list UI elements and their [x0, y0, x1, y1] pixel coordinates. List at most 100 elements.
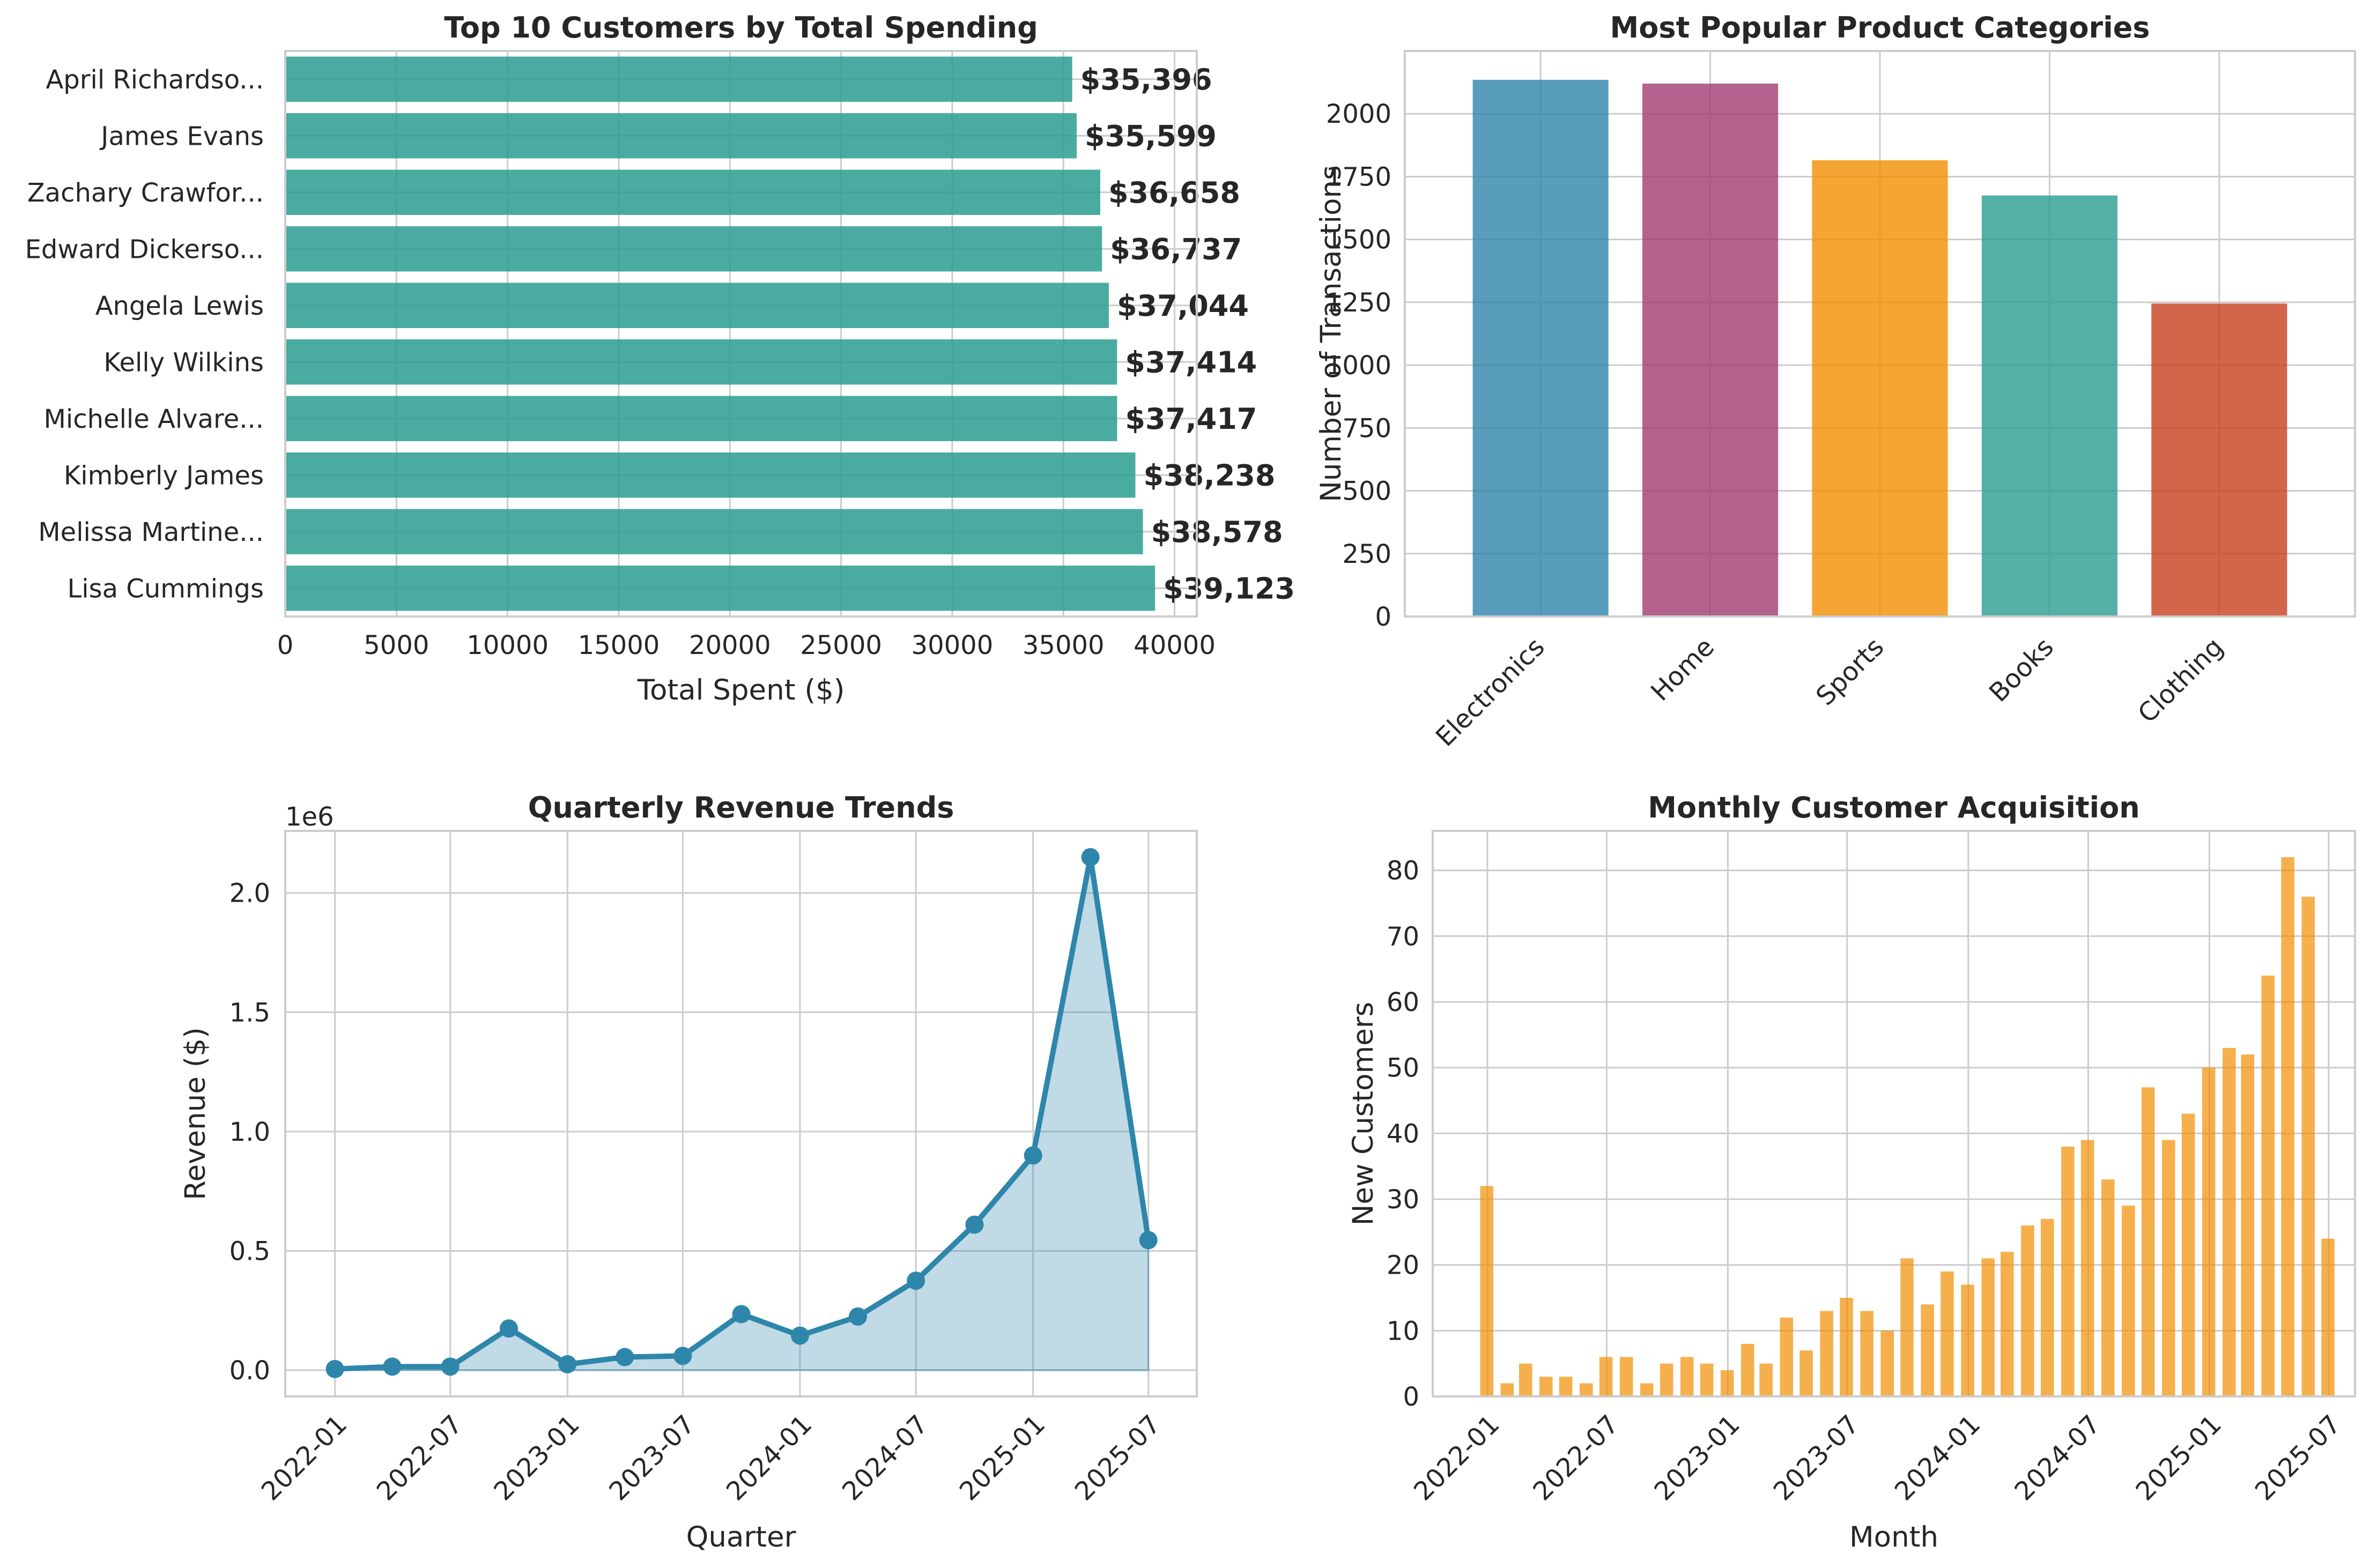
bar [1981, 1258, 1995, 1396]
revenue-point [1024, 1146, 1042, 1165]
bar [2202, 1067, 2216, 1396]
chart-title: Monthly Customer Acquisition [1648, 791, 2139, 824]
category-label: Home [1645, 632, 1720, 707]
bar [1720, 1370, 1734, 1396]
revenue-point [616, 1348, 634, 1366]
x-tick-label: 2025-07 [2249, 1409, 2346, 1506]
y-axis-label: Revenue ($) [179, 1027, 212, 1200]
category-label: Kimberly James [64, 460, 264, 491]
x-tick-label: 2025-01 [2130, 1409, 2227, 1506]
top-customers-chart: 0 5000 10000 15000 20000 25000 30000 35000 40000… [25, 11, 1295, 707]
bar [1961, 1284, 1974, 1396]
value-label: $38,578 [1151, 515, 1283, 549]
x-tick-label: 2022-07 [1527, 1409, 1624, 1506]
bar [1539, 1377, 1553, 1396]
bar [285, 283, 1109, 328]
value-label: $36,737 [1110, 232, 1242, 266]
category-label: Clothing [2132, 632, 2230, 729]
value-label: $36,658 [1108, 176, 1240, 210]
revenue-point [383, 1357, 402, 1376]
x-tick-label: 35000 [1023, 630, 1105, 660]
bar [285, 339, 1117, 385]
revenue-point [790, 1326, 809, 1345]
bar [2141, 1087, 2155, 1396]
bar [2162, 1140, 2175, 1396]
bar [1759, 1363, 1773, 1396]
plot-frame [1404, 50, 2356, 618]
bar [2281, 857, 2294, 1396]
revenue-point [907, 1272, 925, 1290]
value-label: $35,396 [1080, 63, 1212, 96]
category-label: James Evans [99, 121, 264, 151]
category-label: Kelly Wilkins [103, 347, 264, 377]
revenue-point [848, 1307, 867, 1326]
x-tick-label: 20000 [689, 630, 771, 660]
value-label: $39,123 [1163, 571, 1295, 605]
bar [1741, 1343, 1754, 1396]
plot-frame [284, 830, 1198, 1398]
y-axis-label: Number of Transactions [1315, 165, 1347, 502]
bar [2261, 975, 2275, 1396]
chart-title: Top 10 Customers by Total Spending [444, 11, 1038, 44]
revenue-point [1081, 848, 1100, 866]
y-tick-label: 20 [1387, 1251, 1419, 1281]
x-tick-label: 2023-07 [603, 1409, 700, 1506]
y-tick-label: 1000 [1326, 351, 1391, 381]
y-tick-label: 1750 [1326, 162, 1391, 192]
y-tick-label: 50 [1387, 1053, 1419, 1083]
bar [1981, 195, 2117, 617]
bar [1680, 1357, 1694, 1396]
bar [1780, 1317, 1794, 1396]
revenue-point [499, 1319, 518, 1338]
bar [1860, 1311, 1873, 1396]
value-label: $35,599 [1085, 119, 1217, 153]
revenue-point [732, 1305, 751, 1324]
category-label: Lisa Cummings [68, 574, 264, 604]
bar [1559, 1377, 1573, 1396]
quarterly-revenue-chart: 0.0 0.5 1.0 1.5 2.0 2022-01 2022-07 2023-01 2023… [179, 791, 1198, 1554]
chart-title: Quarterly Revenue Trends [528, 791, 954, 824]
category-label: Melissa Martine... [38, 517, 264, 547]
bar [1579, 1383, 1593, 1396]
x-tick-label: 2022-07 [371, 1409, 468, 1506]
x-axis-label: Quarter [686, 1521, 796, 1554]
revenue-point [325, 1359, 344, 1378]
x-tick-label: 0 [277, 630, 294, 660]
bar [1660, 1363, 1673, 1396]
x-tick-label: 30000 [912, 630, 994, 660]
y-tick-label: 0.0 [229, 1356, 270, 1386]
bar [2301, 896, 2315, 1396]
bar [2181, 1113, 2195, 1396]
value-label: $37,417 [1125, 402, 1257, 436]
x-tick-label: 2024-07 [2009, 1409, 2106, 1506]
bar [1941, 1271, 1954, 1396]
bar [2080, 1140, 2094, 1396]
x-tick-label: 2025-01 [954, 1409, 1051, 1506]
y-tick-label: 1.0 [229, 1117, 270, 1147]
revenue-area [334, 857, 1150, 1371]
bar [1619, 1357, 1633, 1396]
y-tick-label: 2000 [1326, 99, 1391, 129]
bar [285, 113, 1077, 159]
value-label: $37,414 [1125, 345, 1257, 379]
bar [2151, 303, 2287, 616]
x-axis-label: Month [1849, 1521, 1938, 1554]
category-label: Sports [1810, 632, 1890, 711]
plot-frame [284, 50, 1198, 618]
category-label: Books [1983, 632, 2060, 708]
y-tick-label: 1250 [1326, 288, 1391, 318]
bar [2061, 1146, 2075, 1396]
y-tick-label: 1500 [1326, 225, 1391, 255]
revenue-point [1139, 1231, 1158, 1250]
bar [285, 169, 1100, 215]
x-tick-label: 10000 [466, 630, 549, 660]
bar [1840, 1297, 1853, 1396]
bar [285, 226, 1102, 272]
revenue-point [441, 1357, 460, 1376]
category-label: Angela Lewis [95, 291, 264, 321]
category-label: Electronics [1430, 632, 1551, 753]
category-label: Edward Dickerso... [25, 234, 264, 264]
x-tick-label: 2024-01 [721, 1409, 818, 1506]
x-tick-label: 15000 [578, 630, 660, 660]
